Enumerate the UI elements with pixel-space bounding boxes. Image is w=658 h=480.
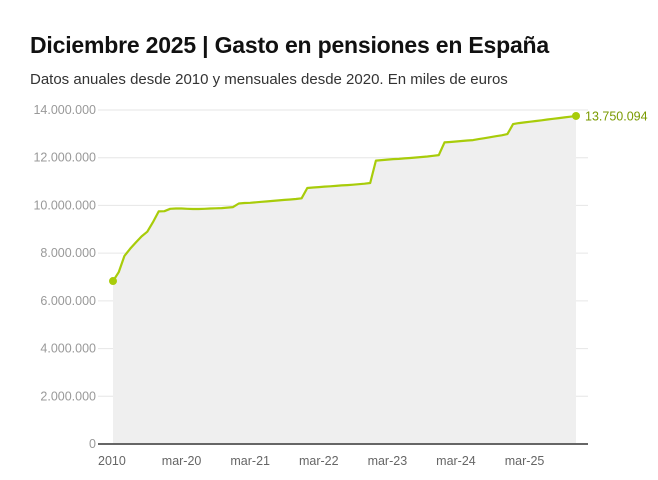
- y-tick-label: 0: [89, 437, 96, 451]
- end-value-label: 13.750.094: [585, 109, 648, 123]
- x-tick-label: mar-23: [368, 454, 408, 468]
- chart-title: Diciembre 2025 | Gasto en pensiones en E…: [30, 32, 549, 58]
- y-tick-label: 4.000.000: [40, 342, 96, 356]
- series-line: [112, 114, 577, 282]
- x-axis-ticks: 2010 mar-20 mar-21 mar-22 mar-23 mar-24 mar-25: [98, 454, 544, 468]
- x-tick-label: mar-22: [299, 454, 339, 468]
- chart-subtitle: Datos anuales desde 2010 y mensuales des…: [30, 71, 508, 88]
- y-tick-label: 8.000.000: [40, 246, 96, 260]
- x-tick-label: mar-21: [230, 454, 270, 468]
- end-point-marker: [572, 111, 580, 120]
- x-tick-label: mar-20: [162, 454, 202, 468]
- x-tick-label: mar-25: [505, 454, 545, 468]
- area-fill: [113, 116, 576, 444]
- y-tick-label: 14.000.000: [33, 103, 96, 117]
- y-tick-label: 2.000.000: [40, 389, 96, 403]
- x-tick-label: 2010: [98, 454, 126, 468]
- y-tick-label: 12.000.000: [33, 151, 96, 165]
- y-tick-label: 10.000.000: [33, 198, 96, 212]
- y-tick-label: 6.000.000: [40, 294, 96, 308]
- y-axis-ticks: 0 2.000.000 4.000.000 6.000.000 8.000.000 10.…: [33, 103, 96, 451]
- start-point-marker: [109, 277, 117, 286]
- x-tick-label: mar-24: [436, 454, 476, 468]
